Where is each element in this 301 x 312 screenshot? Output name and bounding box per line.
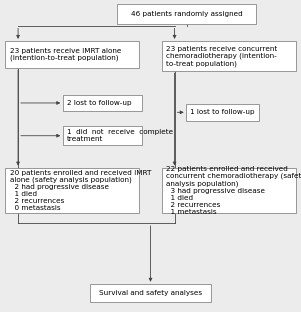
Text: 22 patients enrolled and received
concurrent chemoradiotherapy (safety
analysis : 22 patients enrolled and received concur…: [166, 166, 301, 215]
FancyBboxPatch shape: [162, 168, 296, 213]
FancyBboxPatch shape: [162, 41, 296, 71]
FancyBboxPatch shape: [5, 41, 139, 68]
Text: 2 lost to follow-up: 2 lost to follow-up: [67, 100, 132, 106]
Text: 46 patients randomly assigned: 46 patients randomly assigned: [131, 11, 243, 17]
FancyBboxPatch shape: [5, 168, 139, 213]
Text: 1 lost to follow-up: 1 lost to follow-up: [190, 109, 255, 115]
Text: 23 patients receive IMRT alone
(intention-to-treat population): 23 patients receive IMRT alone (intentio…: [10, 48, 121, 61]
Text: 23 patients receive concurrent
chemoradiotherapy (intention-
to-treat population: 23 patients receive concurrent chemoradi…: [166, 46, 278, 67]
FancyBboxPatch shape: [90, 284, 211, 303]
FancyBboxPatch shape: [186, 104, 259, 121]
FancyBboxPatch shape: [117, 4, 256, 24]
Text: Survival and safety analyses: Survival and safety analyses: [99, 290, 202, 296]
Text: 20 patients enrolled and received IMRT
alone (safety analysis population)
  2 ha: 20 patients enrolled and received IMRT a…: [10, 169, 151, 211]
Text: 1  did  not  receive  complete
treatment: 1 did not receive complete treatment: [67, 129, 173, 142]
FancyBboxPatch shape: [63, 95, 142, 111]
FancyBboxPatch shape: [63, 126, 142, 145]
